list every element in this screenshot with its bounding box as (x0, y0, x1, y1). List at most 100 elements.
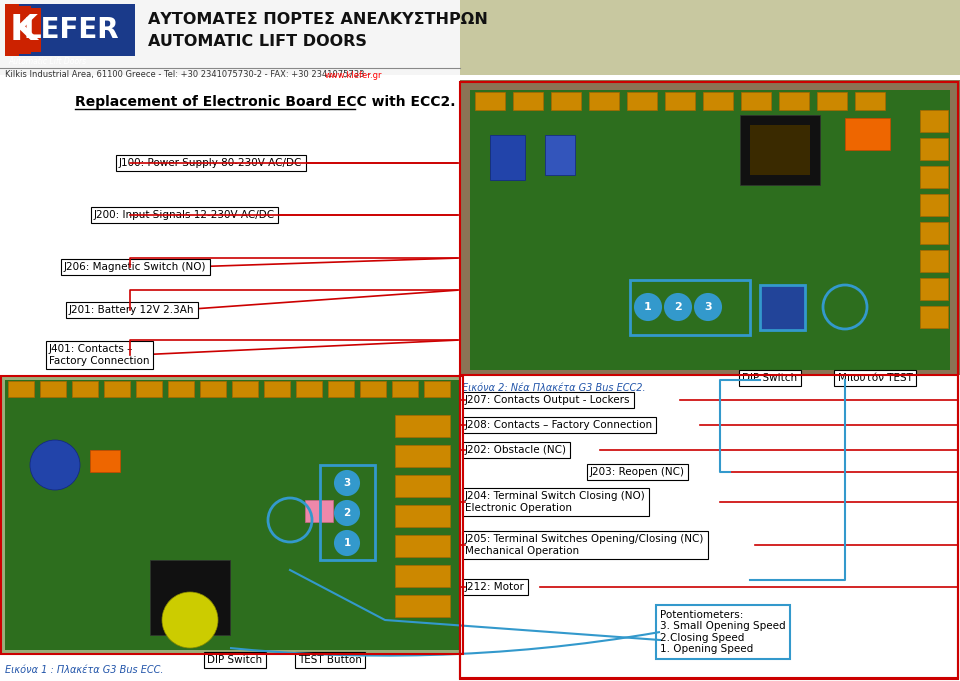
Bar (920, 166, 948, 188)
Text: Kilkis Industrial Area, 61100 Greece - Tel: +30 2341075730-2 - FAX: +30 23410757: Kilkis Industrial Area, 61100 Greece - T… (5, 71, 372, 80)
Text: Automatic Lift Doors: Automatic Lift Doors (8, 57, 86, 67)
Bar (8, 381, 34, 397)
Bar (168, 381, 194, 397)
Bar (5, 4, 135, 56)
Bar (5, 380, 460, 650)
Text: 1: 1 (644, 302, 652, 312)
Text: Μπουτόν TEST: Μπουτόν TEST (837, 373, 912, 383)
Circle shape (695, 294, 721, 320)
Bar (470, 90, 950, 370)
Bar (395, 415, 450, 437)
Bar (817, 92, 847, 110)
Text: J401: Contacts –
Factory Connection: J401: Contacts – Factory Connection (49, 344, 150, 366)
Bar (395, 475, 450, 497)
Text: Replacement of Electronic Board ECC with ECC2.: Replacement of Electronic Board ECC with… (75, 95, 455, 109)
Bar (490, 135, 525, 180)
Text: AUTOMATIC LIFT DOORS: AUTOMATIC LIFT DOORS (148, 35, 367, 50)
Bar (460, 0, 960, 75)
Bar (589, 92, 619, 110)
Bar (424, 381, 450, 397)
Bar (104, 381, 130, 397)
Text: 2: 2 (344, 508, 350, 518)
Bar (920, 250, 948, 272)
Bar (855, 92, 885, 110)
Bar (19, 6, 31, 54)
Bar (920, 278, 948, 300)
Text: J206: Magnetic Switch (NO): J206: Magnetic Switch (NO) (64, 262, 206, 272)
Bar (1, 376, 463, 654)
Bar (232, 381, 258, 397)
Circle shape (335, 531, 359, 555)
Text: Εικόνα 2: Νέα Πλακέτα G3 Bus ECC2.: Εικόνα 2: Νέα Πλακέτα G3 Bus ECC2. (462, 383, 646, 393)
Bar (920, 222, 948, 244)
Text: J200: Input Signals 12-230V AC/DC: J200: Input Signals 12-230V AC/DC (94, 210, 276, 220)
Bar (460, 82, 958, 678)
Bar (395, 535, 450, 557)
Bar (395, 505, 450, 527)
Text: J208: Contacts – Factory Connection: J208: Contacts – Factory Connection (465, 420, 653, 430)
Bar (920, 194, 948, 216)
Bar (545, 135, 575, 175)
Bar (296, 381, 322, 397)
Text: DIP Switch: DIP Switch (742, 373, 798, 383)
Text: TEST Button: TEST Button (298, 655, 362, 665)
Bar (40, 381, 66, 397)
Circle shape (335, 471, 359, 495)
Bar (740, 115, 820, 185)
Bar (741, 92, 771, 110)
Text: J212: Motor: J212: Motor (465, 582, 525, 592)
Text: J201: Battery 12V 2.3Ah: J201: Battery 12V 2.3Ah (69, 305, 195, 315)
Circle shape (162, 592, 218, 648)
Text: 3: 3 (705, 302, 711, 312)
Text: J205: Terminal Switches Opening/Closing (NC)
Mechanical Operation: J205: Terminal Switches Opening/Closing … (465, 534, 705, 556)
Circle shape (635, 294, 661, 320)
Text: 1: 1 (344, 538, 350, 548)
Bar (460, 375, 958, 679)
Text: ΑΥΤΟΜΑΤΕΣ ΠΟΡΤΕΣ ΑΝΕΛΚΥΣΤΗΡΩΝ: ΑΥΤΟΜΑΤΕΣ ΠΟΡΤΕΣ ΑΝΕΛΚΥΣΤΗΡΩΝ (148, 12, 488, 27)
Bar (627, 92, 657, 110)
Bar (0, 0, 460, 75)
Bar (475, 92, 505, 110)
Circle shape (30, 440, 80, 490)
Text: J202: Obstacle (NC): J202: Obstacle (NC) (465, 445, 567, 455)
Bar (760, 285, 805, 330)
Bar (328, 381, 354, 397)
Text: K: K (10, 13, 38, 47)
Bar (551, 92, 581, 110)
Bar (920, 306, 948, 328)
Text: www.klefer.gr: www.klefer.gr (325, 71, 382, 80)
Text: DIP Switch: DIP Switch (207, 655, 263, 665)
Bar (264, 381, 290, 397)
Text: 3: 3 (344, 478, 350, 488)
Bar (920, 110, 948, 132)
Bar (136, 381, 162, 397)
Bar (920, 138, 948, 160)
Bar (320, 465, 375, 560)
Bar (5, 4, 19, 56)
Bar (392, 381, 418, 397)
Bar (395, 595, 450, 617)
Text: LEFER: LEFER (24, 16, 120, 44)
Text: J203: Reopen (NC): J203: Reopen (NC) (590, 467, 685, 477)
Bar (630, 280, 750, 335)
Text: Εικόνα 1 : Πλακέτα G3 Bus ECC.: Εικόνα 1 : Πλακέτα G3 Bus ECC. (5, 665, 163, 675)
Bar (72, 381, 98, 397)
Bar (5, 4, 48, 56)
Text: 2: 2 (674, 302, 682, 312)
Bar (665, 92, 695, 110)
Text: Potentiometers:
3. Small Opening Speed
2.Closing Speed
1. Opening Speed: Potentiometers: 3. Small Opening Speed 2… (660, 609, 785, 654)
Bar (845, 118, 890, 150)
Bar (150, 560, 230, 635)
Bar (395, 445, 450, 467)
Bar (0, 375, 465, 655)
Bar (513, 92, 543, 110)
Bar (779, 92, 809, 110)
Circle shape (335, 501, 359, 525)
Bar (703, 92, 733, 110)
Bar (750, 125, 810, 175)
Bar (360, 381, 386, 397)
Bar (31, 8, 41, 52)
Text: J207: Contacts Output - Lockers: J207: Contacts Output - Lockers (465, 395, 631, 405)
Bar (460, 80, 960, 380)
Text: J100: Power Supply 80-230V AC/DC: J100: Power Supply 80-230V AC/DC (119, 158, 302, 168)
